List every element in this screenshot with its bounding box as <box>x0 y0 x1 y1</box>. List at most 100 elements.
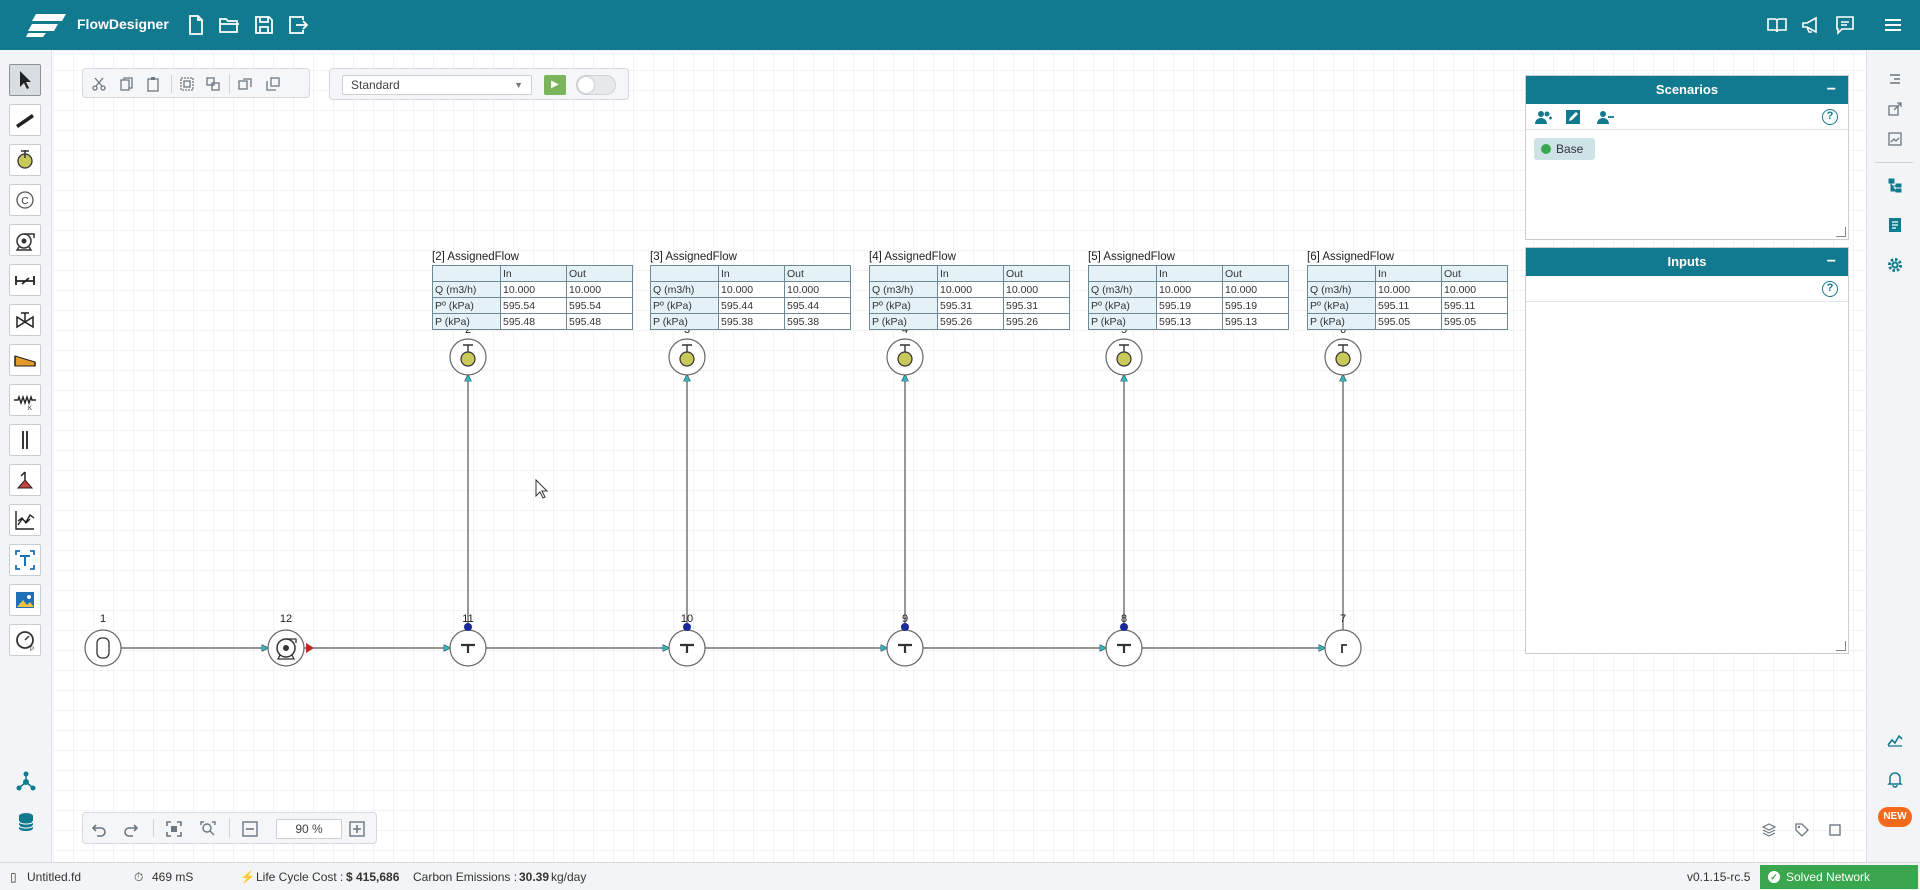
relief-valve-tool[interactable] <box>9 464 41 496</box>
cut-icon[interactable] <box>91 76 107 92</box>
solved-status[interactable]: ✓ Solved Network <box>1760 865 1918 889</box>
carbon-unit: kg/day <box>551 870 587 884</box>
paste-icon[interactable] <box>145 76 161 92</box>
chat-icon[interactable] <box>1834 14 1856 36</box>
control-valve-tool[interactable] <box>9 304 41 336</box>
tee-node[interactable]: 8 <box>1105 613 1143 667</box>
flow-table[interactable]: [5] AssignedFlow In Out Q (m3/h) 10.000 10.00… <box>1088 249 1289 330</box>
pump-tool[interactable] <box>9 224 41 256</box>
minimize-scenarios-button[interactable]: − <box>1826 81 1836 98</box>
flow-table[interactable]: [4] AssignedFlow In Out Q (m3/h) 10.000 10.00… <box>869 249 1070 330</box>
heat-exchanger-tool[interactable] <box>9 344 41 376</box>
export-icon[interactable] <box>287 14 309 36</box>
mode-select[interactable]: Standard ▼ <box>342 75 532 95</box>
scenarios-help-icon[interactable]: ? <box>1822 109 1838 125</box>
tee-node[interactable]: 9 <box>886 613 924 667</box>
zoom-in-icon[interactable] <box>348 820 366 838</box>
notification-bell-icon[interactable] <box>1886 770 1904 788</box>
tee-node[interactable]: 10 <box>668 613 706 667</box>
table-row: Pº (kPa) 595.44 595.44 <box>650 297 851 314</box>
assigned-flow-node[interactable]: 5 <box>1105 324 1143 376</box>
assigned-flow-node[interactable]: 4 <box>886 324 924 376</box>
check-valve-icon <box>15 276 35 285</box>
flow-table[interactable]: [2] AssignedFlow In Out Q (m3/h) 10.000 10.00… <box>432 249 633 330</box>
add-scenario-icon[interactable] <box>1534 109 1552 125</box>
fit-to-screen-icon[interactable] <box>165 820 183 838</box>
select-tool[interactable] <box>9 64 41 96</box>
open-folder-icon[interactable] <box>218 14 240 36</box>
new-file-icon[interactable] <box>185 14 207 36</box>
table-header-row: In Out <box>1088 265 1289 282</box>
resize-handle[interactable] <box>1836 227 1846 237</box>
assigned-flow-node[interactable]: 3 <box>668 324 706 376</box>
column-header-out: Out <box>1003 265 1070 282</box>
network-icon[interactable] <box>14 770 38 794</box>
top-bar: FlowDesigner <box>0 0 1920 50</box>
resize-handle[interactable] <box>1836 641 1846 651</box>
mouse-cursor-icon <box>535 478 549 499</box>
pressure-gauge-tool[interactable]: P <box>9 624 41 656</box>
resistor-tool[interactable]: K <box>9 384 41 416</box>
ungroup-icon[interactable] <box>205 76 221 92</box>
reservoir-node[interactable]: 1 <box>84 613 122 667</box>
tree-view-icon[interactable] <box>1886 176 1904 194</box>
tee-node[interactable]: 11 <box>449 613 487 667</box>
assigned-flow-node[interactable]: 2 <box>449 324 487 376</box>
pump-node[interactable]: 12 <box>267 613 314 667</box>
table-row: P (kPa) 595.05 595.05 <box>1307 313 1508 330</box>
minimize-inputs-button[interactable]: − <box>1826 253 1836 270</box>
remove-scenario-icon[interactable] <box>1596 109 1614 125</box>
tag-icon[interactable] <box>1794 822 1810 838</box>
curve-tool[interactable]: C <box>9 184 41 216</box>
save-icon[interactable] <box>253 14 275 36</box>
text-tool[interactable] <box>9 544 41 576</box>
zoom-out-icon[interactable] <box>241 820 259 838</box>
scenario-base[interactable]: Base <box>1534 138 1596 160</box>
gallery-icon[interactable] <box>1886 130 1904 148</box>
database-icon[interactable] <box>14 810 38 834</box>
flow-table[interactable]: [3] AssignedFlow In Out Q (m3/h) 10.000 10.00… <box>650 249 851 330</box>
network-diagram: 1 12 11 10 9 8 7 2 3 4 5 6 <box>84 324 1362 667</box>
document-icon[interactable] <box>1886 216 1904 234</box>
collapse-panel-icon[interactable] <box>1886 70 1904 88</box>
group-icon[interactable] <box>179 76 195 92</box>
image-tool[interactable] <box>9 584 41 616</box>
scenarios-title: Scenarios <box>1655 82 1719 97</box>
pressure-gauge-icon: P <box>16 631 34 652</box>
new-badge[interactable]: NEW <box>1878 807 1912 827</box>
assigned-flow-tool[interactable] <box>9 144 41 176</box>
flow-table-grid: In Out Q (m3/h) 10.000 10.000 Pº (kPa) 595.54 5… <box>432 265 633 330</box>
edit-scenario-icon[interactable] <box>1565 109 1583 125</box>
mode-select-value: Standard <box>351 78 400 92</box>
bend-tool[interactable] <box>9 424 41 456</box>
analytics-icon[interactable] <box>1886 730 1904 748</box>
inputs-help-icon[interactable]: ? <box>1822 281 1838 297</box>
node-label: 1 <box>100 613 106 625</box>
book-icon[interactable] <box>1766 14 1788 36</box>
elbow-node[interactable]: 7 <box>1324 613 1362 667</box>
hamburger-menu-icon[interactable] <box>1882 14 1904 36</box>
chart-tool[interactable] <box>9 504 41 536</box>
layers-icon[interactable] <box>1761 822 1777 838</box>
flow-table[interactable]: [6] AssignedFlow In Out Q (m3/h) 10.000 10.00… <box>1307 249 1508 330</box>
check-valve-tool[interactable] <box>9 264 41 296</box>
zoom-selection-icon[interactable] <box>199 820 217 838</box>
send-backward-icon[interactable] <box>265 76 281 92</box>
toggle-knob <box>578 77 594 93</box>
redo-icon[interactable] <box>123 820 141 838</box>
share-icon[interactable] <box>1886 100 1904 118</box>
zoom-level[interactable]: 90 % <box>276 819 342 839</box>
bring-forward-icon[interactable] <box>237 76 253 92</box>
pipe-tool[interactable] <box>9 104 41 136</box>
row-label: Pº (kPa) <box>869 297 938 314</box>
square-icon[interactable] <box>1827 822 1843 838</box>
table-row: Q (m3/h) 10.000 10.000 <box>1088 281 1289 298</box>
settings-gear-icon[interactable] <box>1886 256 1904 274</box>
assigned-flow-node[interactable]: 6 <box>1324 324 1362 376</box>
run-button[interactable]: ▶ <box>544 75 566 95</box>
auto-run-toggle[interactable] <box>576 75 616 95</box>
table-cell: 595.13 <box>1222 313 1289 330</box>
undo-icon[interactable] <box>89 820 107 838</box>
megaphone-icon[interactable] <box>1800 14 1822 36</box>
copy-icon[interactable] <box>119 76 135 92</box>
